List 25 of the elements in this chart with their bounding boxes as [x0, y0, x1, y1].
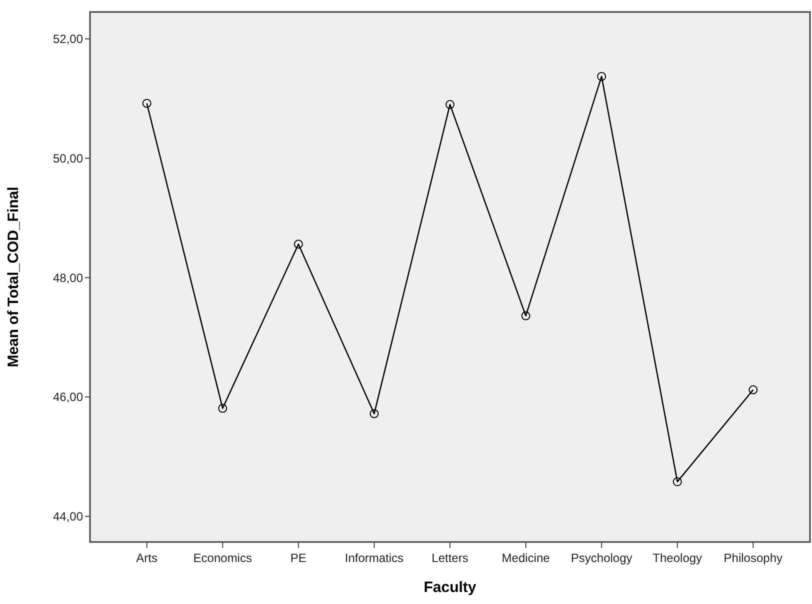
x-axis-title: Faculty [424, 579, 477, 596]
y-tick-label: 44,00 [52, 510, 84, 524]
x-tick-label: Letters [432, 551, 468, 565]
x-tick-label: Economics [193, 551, 252, 565]
point [218, 404, 228, 413]
y-tick-label: 48,00 [52, 270, 84, 285]
point [294, 240, 303, 249]
y-axis-title: Mean of Total_COD_Final [5, 186, 22, 368]
point [446, 100, 454, 110]
y-tick-label: 52,00 [52, 32, 84, 46]
point [597, 72, 606, 81]
x-tick-label: Theology [652, 551, 702, 565]
x-tick-label: Psychology [570, 551, 632, 565]
point [142, 98, 152, 108]
point [748, 385, 758, 394]
x-tick-label: PE [290, 551, 306, 565]
y-tick-label: 46,00 [52, 390, 84, 404]
point [521, 311, 530, 320]
point [370, 409, 379, 418]
x-tick-label: Philosophy [724, 551, 783, 565]
point [672, 477, 682, 486]
y-tick-label: 50,00 [52, 151, 84, 166]
x-tick-label: Medicine [502, 551, 550, 565]
x-tick-label: Arts [136, 551, 158, 565]
x-tick-label: Informatics [344, 551, 404, 565]
